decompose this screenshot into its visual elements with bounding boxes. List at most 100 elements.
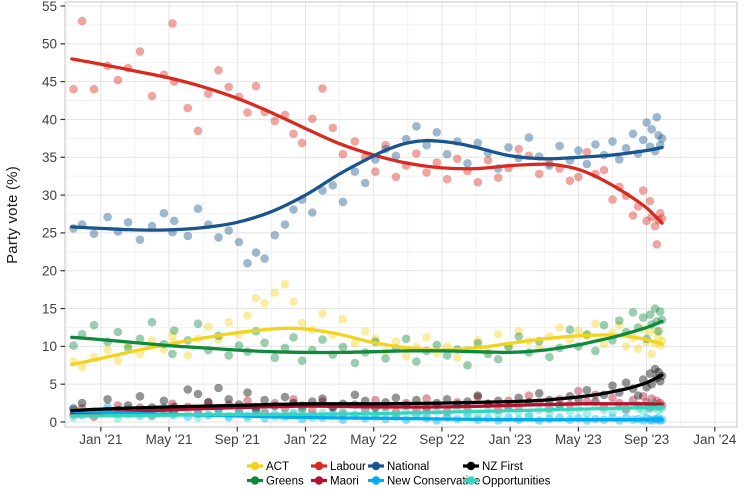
poll-point xyxy=(224,351,233,360)
trend-line-maori xyxy=(70,402,664,416)
legend-label: Maori xyxy=(330,475,359,487)
x-tick-label: May '23 xyxy=(555,432,602,447)
poll-point xyxy=(243,108,252,117)
poll-point xyxy=(422,394,431,403)
poll-point xyxy=(224,395,233,404)
poll-point xyxy=(615,320,624,330)
poll-point xyxy=(608,381,617,391)
poll-point xyxy=(493,330,503,339)
x-tick-label: May '21 xyxy=(146,432,193,447)
poll-point xyxy=(289,333,298,342)
poll-point xyxy=(615,155,624,164)
poll-point xyxy=(328,181,338,190)
poll-point xyxy=(135,47,145,56)
poll-point xyxy=(633,391,643,400)
legend-item-opportunities: Opportunities xyxy=(463,475,551,487)
poll-point xyxy=(647,349,656,359)
poll-point xyxy=(113,75,123,85)
poll-point xyxy=(401,334,411,344)
poll-point xyxy=(524,133,534,142)
poll-point xyxy=(555,323,564,332)
legend-label: ACT xyxy=(266,461,289,473)
poll-point xyxy=(103,345,112,355)
poll-point xyxy=(204,89,213,98)
poll-point xyxy=(89,229,99,238)
legend-key-point xyxy=(371,476,381,485)
poll-point xyxy=(69,84,78,94)
legend-key-point xyxy=(371,461,381,471)
poll-point xyxy=(442,351,452,360)
legend-label: New Conservative xyxy=(387,475,480,487)
poll-point xyxy=(338,149,348,159)
poll-point xyxy=(234,341,244,350)
legend-key-point xyxy=(466,461,476,471)
poll-point xyxy=(328,123,338,133)
poll-point xyxy=(608,137,617,146)
poll-point xyxy=(77,362,87,372)
poll-point xyxy=(655,376,665,386)
poll-point xyxy=(350,358,360,368)
poll-point xyxy=(652,326,662,336)
x-tick-label: Sep '21 xyxy=(215,432,260,447)
poll-point xyxy=(591,319,600,329)
poll-point xyxy=(297,318,307,328)
poll-point xyxy=(574,386,583,396)
poll-point xyxy=(514,326,523,336)
legend-item-new-conservative: New Conservative xyxy=(368,475,480,487)
poll-point xyxy=(582,385,592,395)
poll-point xyxy=(350,339,360,348)
poll-point xyxy=(350,390,360,400)
poll-point xyxy=(270,288,280,298)
poll-point xyxy=(135,392,145,401)
poll-point xyxy=(243,388,252,397)
poll-point xyxy=(391,393,401,403)
legend-key-point xyxy=(314,476,324,485)
poll-point xyxy=(338,342,348,352)
legend: ACT Labour National NZ First Greens Maori New … xyxy=(247,461,551,487)
poll-point xyxy=(251,248,261,257)
poll-point xyxy=(591,140,600,149)
poll-point xyxy=(289,129,298,139)
poll-point xyxy=(473,138,483,148)
poll-point xyxy=(608,195,617,204)
poll-point xyxy=(493,173,503,182)
poll-point xyxy=(243,258,252,268)
poll-point xyxy=(123,218,133,227)
poll-point xyxy=(168,349,177,359)
poll-point xyxy=(147,317,157,327)
legend-label: Greens xyxy=(266,475,304,487)
panel-border xyxy=(64,1,738,428)
poll-point xyxy=(654,326,663,336)
poll-point xyxy=(193,389,203,399)
poll-point xyxy=(391,337,401,347)
legend-item-act: ACT xyxy=(247,461,289,473)
x-tick-label: Jan '21 xyxy=(79,432,122,447)
poll-point xyxy=(318,186,327,195)
trend-line-opportunities xyxy=(70,405,664,418)
y-tick-label: 25 xyxy=(42,226,57,241)
poll-point xyxy=(412,357,421,366)
x-tick-label: Jan '24 xyxy=(693,432,737,447)
poll-point xyxy=(280,220,290,229)
y-tick-label: 5 xyxy=(49,377,57,392)
poll-point xyxy=(135,334,145,344)
poll-point xyxy=(89,320,99,330)
poll-point xyxy=(422,333,431,342)
poll-point xyxy=(193,126,203,136)
poll-point xyxy=(391,172,401,182)
legend-label: Opportunities xyxy=(482,475,551,487)
y-tick-label: 20 xyxy=(42,264,57,279)
poll-point xyxy=(318,84,327,93)
legend-label: Labour xyxy=(330,461,366,473)
poll-point xyxy=(159,208,169,218)
legend-item-greens: Greens xyxy=(247,475,304,487)
poll-point xyxy=(621,342,631,351)
y-tick-label: 35 xyxy=(42,150,57,165)
poll-point xyxy=(645,196,655,206)
poll-point xyxy=(280,343,290,353)
poll-point xyxy=(113,327,123,337)
legend-item-labour: Labour xyxy=(311,461,366,473)
poll-point xyxy=(123,343,133,353)
poll-point xyxy=(650,221,660,231)
